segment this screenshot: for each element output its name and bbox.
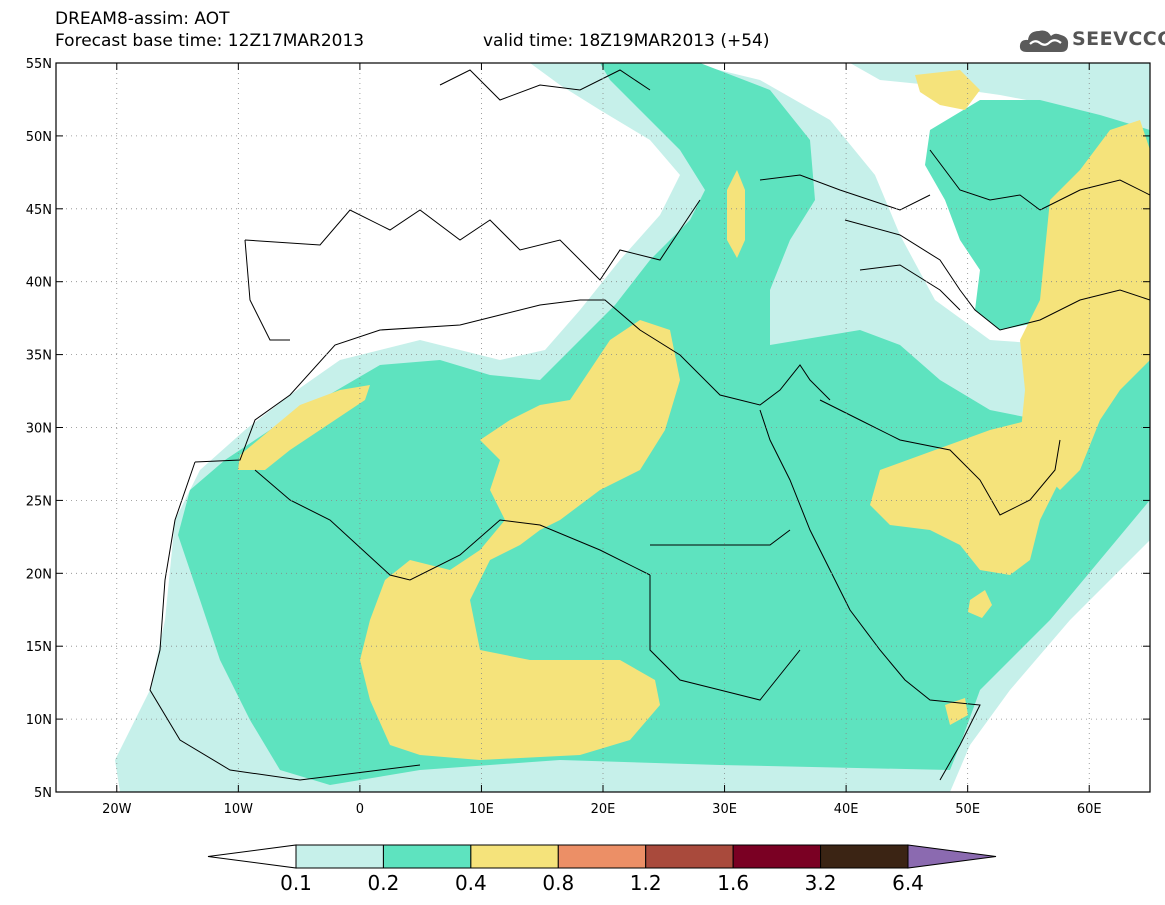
colorbar-label: 3.2 <box>805 871 837 895</box>
lat-tick-label: 40N <box>26 276 52 291</box>
lat-tick-label: 15N <box>26 640 52 655</box>
aot-level-0-4-region <box>915 70 980 110</box>
lon-tick-label: 50E <box>955 802 980 817</box>
colorbar-label: 0.1 <box>280 871 312 895</box>
lat-tick-label: 30N <box>26 422 52 437</box>
coastlines-and-borders <box>149 69 1150 781</box>
colorbar-label: 0.4 <box>455 871 487 895</box>
aot-level-0-4-region <box>727 170 745 258</box>
colorbar-label: 1.6 <box>717 871 749 895</box>
colorbar-under-triangle <box>207 844 297 869</box>
colorbar-label: 0.2 <box>368 871 400 895</box>
aot-level-0-4-region <box>945 698 968 725</box>
lon-tick-label: 0 <box>356 802 364 817</box>
lon-tick-label: 10W <box>224 802 254 817</box>
lon-tick-label: 20W <box>102 802 132 817</box>
lat-tick-label: 25N <box>26 494 52 509</box>
aot-level-0-4-region <box>1020 120 1150 490</box>
lon-tick-label: 40E <box>834 802 859 817</box>
aot-level-0-4-region <box>360 320 680 760</box>
lat-tick-label: 35N <box>26 349 52 364</box>
logo-text: SEEVCCC <box>1072 28 1165 50</box>
lat-tick-label: 45N <box>26 203 52 218</box>
cloud-logo-icon <box>1019 30 1069 52</box>
lat-tick-label: 10N <box>26 713 52 728</box>
forecast-base-time: Forecast base time: 12Z17MAR2013 <box>55 31 365 51</box>
aot-shading <box>115 63 1150 792</box>
lon-tick-label: 60E <box>1077 802 1102 817</box>
seevccc-logo: SEEVCCC <box>1017 22 1165 58</box>
latitude-axis: 55N 50N 45N 40N 35N 30N 25N 20N 15N 10N 5N <box>26 57 1150 801</box>
aot-level-0-4-region <box>968 590 992 618</box>
colorbar-over-triangle <box>907 844 997 869</box>
colorbar-swatch <box>382 844 472 869</box>
colorbar: 0.1 0.2 0.4 0.8 1.2 1.6 3.2 6.4 <box>207 844 997 895</box>
colorbar-swatch <box>557 844 647 869</box>
aot-level-0-4-region <box>238 385 370 470</box>
valid-time: valid time: 18Z19MAR2013 (+54) <box>483 31 770 51</box>
aot-level-0-4-region <box>870 420 1060 575</box>
colorbar-swatch <box>470 844 559 869</box>
lat-tick-label: 20N <box>26 567 52 582</box>
colorbar-label: 1.2 <box>630 871 662 895</box>
lat-tick-label: 50N <box>26 130 52 145</box>
colorbar-swatch <box>645 844 734 869</box>
lon-tick-label: 10E <box>469 802 494 817</box>
map-title: DREAM8-assim: AOT <box>55 9 230 29</box>
colorbar-swatch <box>820 844 909 869</box>
colorbar-label: 0.8 <box>542 871 574 895</box>
colorbar-swatch <box>295 844 384 869</box>
longitude-axis: 20W 10W 0 10E 20E 30E 40E 50E 60E <box>102 63 1102 817</box>
colorbar-label: 6.4 <box>892 871 924 895</box>
colorbar-swatch <box>732 844 822 869</box>
lon-tick-label: 30E <box>712 802 737 817</box>
lon-tick-label: 20E <box>591 802 616 817</box>
lat-tick-label: 5N <box>34 786 52 801</box>
lat-tick-label: 55N <box>26 57 52 72</box>
